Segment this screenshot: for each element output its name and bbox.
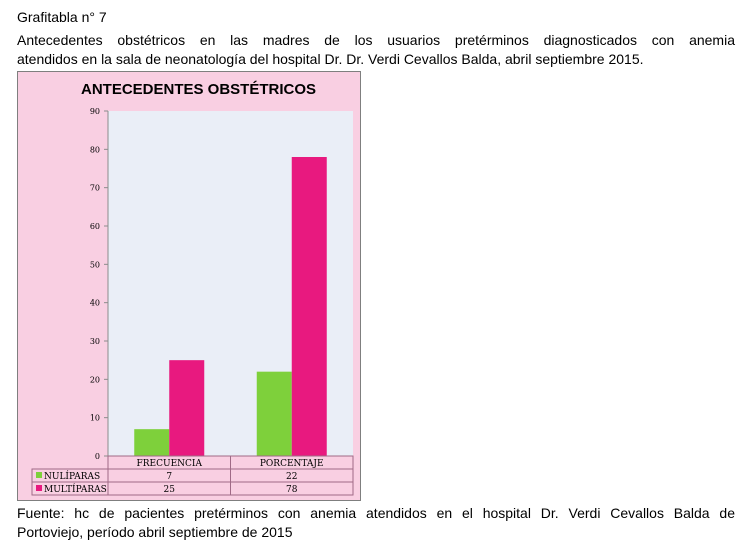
bar-0-1 [169,360,205,456]
data-label-1-0: 25 [164,485,176,495]
x-category-label-1: PORCENTAJE [260,459,324,469]
x-category-label-0: FRECUENCIA [137,459,203,469]
source-line-1: Fuente: hc de pacientes pretérminos con … [17,505,735,521]
y-tick-label-6: 60 [90,222,100,231]
chart-title: ANTECEDENTES OBSTÉTRICOS [81,81,316,98]
y-tick-label-7: 70 [90,184,100,193]
data-label-0-0: 7 [166,472,172,482]
y-tick-label-5: 50 [90,260,100,269]
chart-number-label: Grafitabla n° 7 [17,9,107,25]
legend-key-0 [36,472,42,478]
data-label-0-1: 22 [286,472,297,482]
data-table-row-1 [31,481,354,496]
legend-label-1: MULTÍPARAS [44,483,107,495]
chart-frame: ANTECEDENTES OBSTÉTRICOS 0 10 20 30 40 50 60 70 8… [17,71,361,501]
data-label-1-1: 78 [286,485,298,495]
y-tick-label-2: 20 [90,375,100,384]
legend-key-1 [36,485,42,491]
bar-chart: ANTECEDENTES OBSTÉTRICOS 0 10 20 30 40 50 60 70 8… [31,81,354,496]
source-note: Fuente: hc de pacientes pretérminos con … [17,504,735,542]
source-line-2: Portoviejo, período abril septiembre de … [17,524,293,540]
y-tick-label-1: 10 [90,414,100,423]
y-tick-label-4: 40 [90,299,100,308]
y-tick-label-0: 0 [95,452,100,461]
y-tick-label-3: 30 [90,337,100,346]
y-tick-label-9: 90 [90,107,100,116]
chart-description: Antecedentes obstétricos en las madres d… [17,31,735,69]
legend-label-0: NULÍPARAS [44,470,100,482]
y-tick-label-8: 80 [90,145,100,154]
bar-0-0 [134,429,170,456]
bar-1-1 [291,157,327,456]
description-line-1: Antecedentes obstétricos en las madres d… [17,32,735,48]
bar-1-0 [256,371,292,456]
description-line-2: atendidos en la sala de neonatología del… [17,51,644,67]
